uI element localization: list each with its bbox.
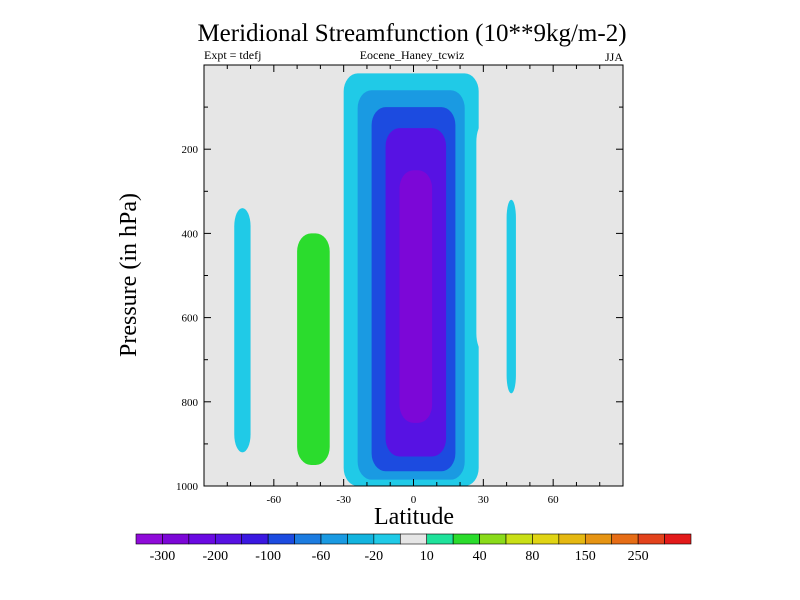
colorbar-tick-label: -100 bbox=[255, 549, 281, 564]
colorbar-swatch bbox=[611, 533, 639, 545]
y-tick-label: 600 bbox=[182, 313, 199, 325]
colorbar-swatch bbox=[135, 533, 163, 545]
colorbar-swatch bbox=[188, 533, 216, 545]
colorbar-swatch bbox=[267, 533, 295, 545]
plot-area bbox=[204, 65, 623, 487]
contour-region-2 bbox=[297, 233, 330, 465]
x-tick-label: -60 bbox=[266, 494, 281, 506]
colorbar-tick-label: 150 bbox=[575, 549, 596, 564]
colorbar-swatch bbox=[664, 533, 692, 545]
colorbar-tick-label: -300 bbox=[150, 549, 176, 564]
colorbar-swatch bbox=[584, 533, 613, 545]
subtitle-run-name: Eocene_Haney_tcwiz bbox=[360, 48, 465, 62]
colorbar-tick-label: 10 bbox=[420, 549, 434, 564]
y-tick-label: 1000 bbox=[176, 481, 199, 493]
colorbar-tick-label: 40 bbox=[473, 549, 487, 564]
contour-region-7 bbox=[399, 170, 433, 423]
colorbar-swatch bbox=[426, 533, 454, 545]
y-tick-label: 800 bbox=[182, 397, 199, 409]
chart-title: Meridional Streamfunction (10**9kg/m-2) bbox=[197, 20, 626, 47]
colorbar-swatch bbox=[532, 533, 560, 545]
colorbar-tick-label: -200 bbox=[202, 549, 228, 564]
colorbar-swatch bbox=[241, 533, 269, 545]
colorbar-swatch bbox=[347, 533, 375, 545]
colorbar: -300 -200 -100 -60 -20 10 40 80 150 250 bbox=[135, 533, 692, 564]
x-tick-label: 60 bbox=[548, 494, 560, 506]
contour-region-0 bbox=[234, 208, 251, 453]
colorbar-swatch bbox=[214, 533, 243, 545]
y-axis-label: Pressure (in hPa) bbox=[116, 193, 142, 357]
y-tick-label: 200 bbox=[182, 144, 199, 156]
colorbar-tick-label: 80 bbox=[525, 549, 539, 564]
colorbar-swatch bbox=[399, 533, 428, 545]
contour-region-8 bbox=[476, 123, 491, 352]
subtitle-experiment: Expt = tdefj bbox=[204, 48, 261, 62]
contour-region-9 bbox=[506, 199, 516, 394]
colorbar-swatch bbox=[294, 533, 322, 545]
colorbar-swatch bbox=[452, 533, 480, 545]
colorbar-swatch bbox=[479, 533, 507, 545]
colorbar-tick-label: -20 bbox=[365, 549, 384, 564]
colorbar-swatch bbox=[373, 533, 401, 545]
colorbar-swatch bbox=[162, 533, 190, 545]
colorbar-swatch bbox=[558, 533, 586, 545]
x-tick-label: -30 bbox=[336, 494, 351, 506]
subtitle-season: JJA bbox=[605, 50, 623, 64]
colorbar-tick-label: 250 bbox=[628, 549, 649, 564]
colorbar-tick-label: -60 bbox=[312, 549, 331, 564]
colorbar-swatch bbox=[320, 533, 348, 545]
axes: -60 -30 0 30 60 200 400 600 800 1000 bbox=[176, 64, 624, 506]
x-tick-label: 0 bbox=[411, 494, 417, 506]
x-axis-label: Latitude bbox=[374, 504, 454, 530]
y-tick-label: 400 bbox=[182, 228, 199, 240]
x-tick-label: 30 bbox=[478, 494, 490, 506]
colorbar-swatch bbox=[637, 533, 665, 545]
colorbar-swatch bbox=[505, 533, 533, 545]
